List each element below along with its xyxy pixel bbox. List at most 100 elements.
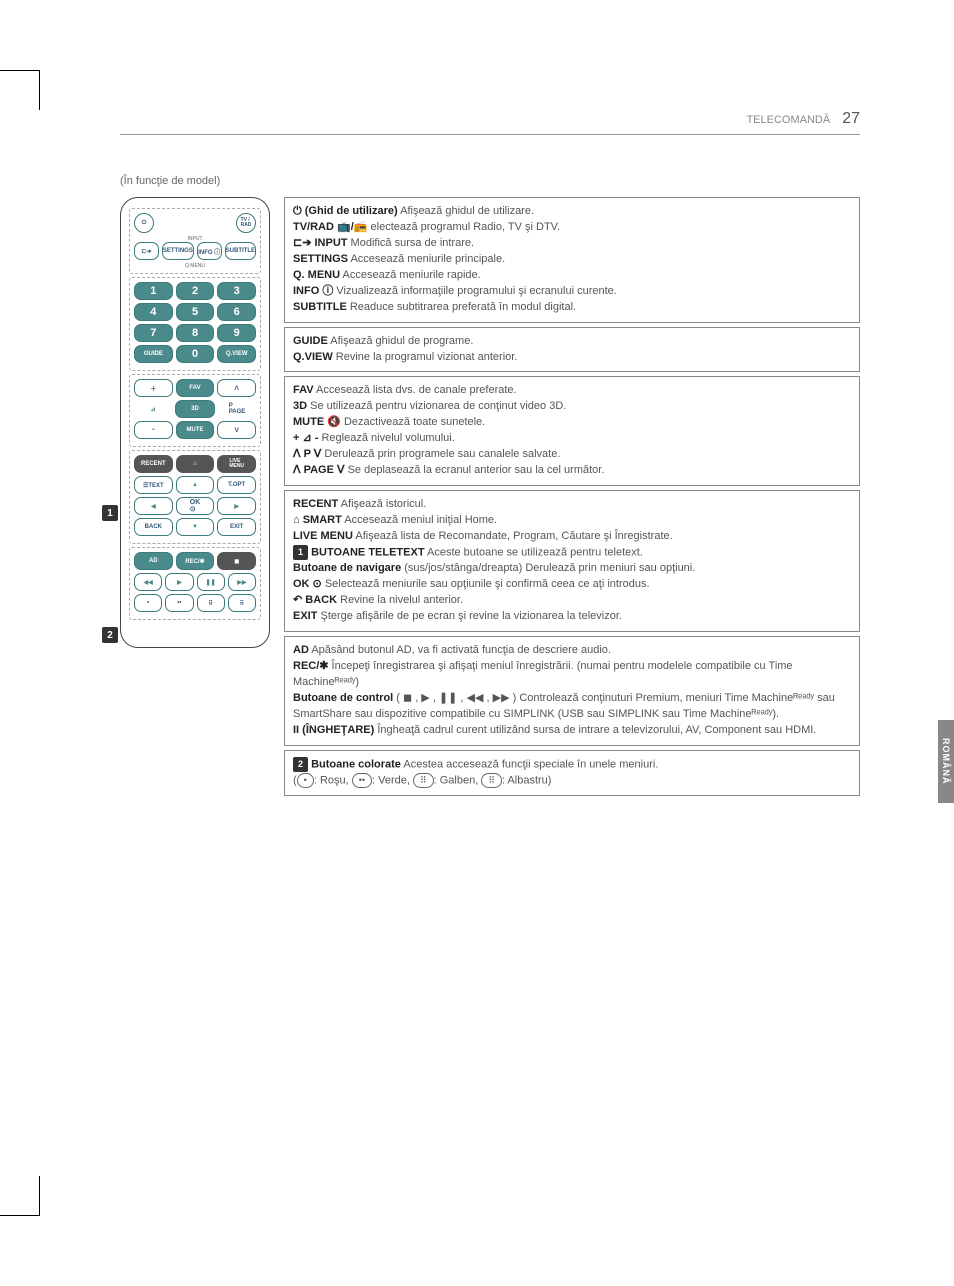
description-line: SUBTITLE Readuce subtitrarea preferată î… [293,300,851,316]
forward-button: ▶▶ [228,573,256,591]
pause-button: ❚❚ [197,573,225,591]
definition: Acestea accesează funcţii speciale în un… [401,758,658,770]
settings-button: SETTINGS [162,242,194,260]
term: ᐱ PAGE ᐯ [293,464,345,476]
remote-section-top: ⏻ TV / RAD INPUT ⊏➔ SETTINGS INFO ⓘ SUBT… [129,208,261,274]
description-line: Butoane de control ( ◼ , ▶ , ❚❚ , ◀◀ , ▶… [293,691,851,723]
term: SUBTITLE [293,301,347,313]
page-number: 27 [842,110,860,128]
smart-button: ⌂ [176,455,215,473]
3d-button: 3D [175,400,215,418]
term: FAV [293,384,314,396]
term: BUTOANE TELETEXT [308,546,425,558]
nav-up: ▲ [176,476,215,494]
description-line: TV/RAD 📺/📻 electează programul Radio, TV… [293,220,851,236]
definition: Selectează meniurile sau opţiunile şi co… [322,578,650,590]
qview-button: Q.VIEW [217,345,256,363]
description-line: SETTINGS Accesează meniurile principale. [293,252,851,268]
page-header: TELECOMANDĂ 27 [120,110,860,135]
language-tab: ROMÂNĂ [938,720,954,803]
num-1: 1 [134,282,173,300]
term: EXIT [293,610,317,622]
definition: Revine la programul vizionat anterior. [333,351,518,363]
term: REC/✱ [293,660,329,672]
stop-button: ◼ [217,552,256,570]
exit-button: EXIT [217,518,256,536]
definition: Readuce subtitrarea preferată în modul d… [347,301,576,313]
content-row: 1 2 ⏻ TV / RAD INPUT ⊏➔ SETTINGS INFO ⓘ [120,197,860,800]
model-note: (În funcţie de model) [120,175,860,187]
rec-button: REC/✱ [176,552,215,570]
term: RECENT [293,498,338,510]
description-line: INFO ⓘ Vizualizează informaţiile program… [293,284,851,300]
term: II (ÎNGHEŢARE) [293,724,374,736]
nav-down: ▼ [176,518,215,536]
tv-rad-button: TV / RAD [236,213,256,233]
num-7: 7 [134,324,173,342]
term: Q. MENU [293,269,340,281]
definition: Accesează lista dvs. de canale preferate… [314,384,517,396]
term: GUIDE [293,335,328,347]
num-0: 0 [176,345,215,363]
term: ᐱ P ᐯ [293,448,321,460]
definition: Afişează lista de Recomandate, Program, … [353,530,673,542]
live-menu-button: LIVE MENU [217,455,256,473]
definition: Aceste butoane se utilizează pentru tele… [425,546,643,558]
ok-button: OK ⊙ [176,497,215,515]
description-line: ᐱ P ᐯ Derulează prin programele sau cana… [293,447,851,463]
description-line: ⌂ SMART Accesează meniul iniţial Home. [293,513,851,529]
definition: Se utilizează pentru vizionarea de conţi… [307,400,566,412]
qmenu-label: Q.MENU [134,263,256,269]
description-line: RECENT Afişează istoricul. [293,497,851,513]
ch-up: ᐱ [217,379,256,397]
definition: electează programul Radio, TV şi DTV. [367,221,560,233]
term: MUTE 🔇 [293,416,341,428]
num-5: 5 [176,303,215,321]
description-line: + ⊿ - Reglează nivelul volumului. [293,431,851,447]
definition: Dezactivează toate sunetele. [341,416,485,428]
num-3: 3 [217,282,256,300]
definition: Reglează nivelul volumului. [318,432,454,444]
definition: Revine la nivelul anterior. [337,594,463,606]
num-9: 9 [217,324,256,342]
blue-pill: ⠿ [481,773,502,788]
description-line: 3D Se utilizează pentru vizionarea de co… [293,399,851,415]
green-pill: •• [352,773,372,788]
term: Q.VIEW [293,351,333,363]
description-line: REC/✱ Începeţi înregistrarea şi afişaţi … [293,659,851,691]
definition: Accesează meniurile principale. [348,253,505,265]
term: ↶ BACK [293,594,337,606]
term: ⌂ SMART [293,514,342,526]
page-content: TELECOMANDĂ 27 (În funcţie de model) 1 2… [120,110,860,800]
yellow-pill: ⠿ [413,773,434,788]
remote-section-nav: RECENT⌂LIVE MENU ☰TEXT▲T.OPT ◀OK ⊙▶ BACK… [129,450,261,544]
callout-badge: 1 [293,545,308,560]
remote-control-illustration: ⏻ TV / RAD INPUT ⊏➔ SETTINGS INFO ⓘ SUBT… [120,197,270,648]
description-line: ↶ BACK Revine la nivelul anterior. [293,593,851,609]
blue-button: ⠿ [228,594,256,612]
topt-button: T.OPT [217,476,256,494]
callout-1: 1 [102,505,118,521]
remote-section-playback: ADREC/✱◼ ◀◀▶❚❚▶▶ • •• ⠿ ⠿ [129,547,261,620]
nav-left: ◀ [134,497,173,515]
definition: Accesează meniul iniţial Home. [342,514,497,526]
term: 3D [293,400,307,412]
term: SETTINGS [293,253,348,265]
callout-badge: 2 [293,757,308,772]
description-line: AD Apăsând butonul AD, va fi activată fu… [293,643,851,659]
info-button: INFO ⓘ [197,242,222,260]
guide-button: GUIDE [134,345,173,363]
crop-mark [0,1176,40,1216]
vol-down: − [134,421,173,439]
definition: Afişează ghidul de programe. [328,335,474,347]
fav-button: FAV [176,379,215,397]
definition: Îngheaţă cadrul curent utilizând sursa d… [374,724,816,736]
description-line: Q.VIEW Revine la programul vizionat ante… [293,350,851,366]
term: AD [293,644,309,656]
green-button: •• [165,594,193,612]
remote-section-vol: ＋FAVᐱ ⊿3DP PAGE −MUTEᐯ [129,374,261,447]
description-box: GUIDE Afişează ghidul de programe. Q.VIEW… [284,327,860,373]
description-line: ⏻ (Ghid de utilizare) Afişează ghidul de… [293,204,851,220]
definition: Apăsând butonul AD, va fi activată funcţ… [309,644,611,656]
ch-down: ᐯ [217,421,256,439]
